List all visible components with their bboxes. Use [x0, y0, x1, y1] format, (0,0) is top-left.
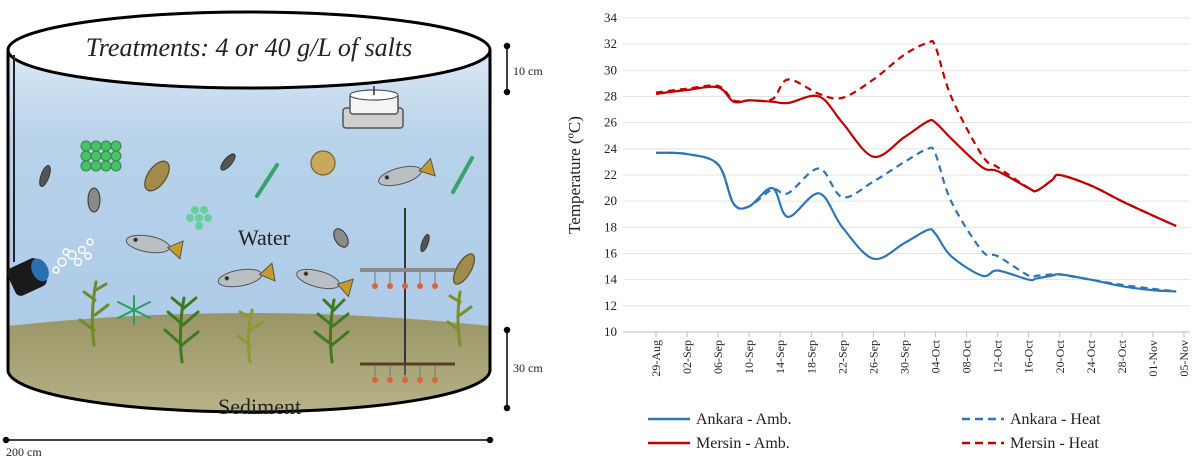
- x-tick-label: 29-Aug: [649, 340, 663, 377]
- x-tick-label: 18-Sep: [804, 340, 818, 374]
- legend-label: Mersin - Heat: [1010, 435, 1099, 452]
- x-tick-label: 10-Sep: [742, 340, 756, 374]
- legend-label: Mersin - Amb.: [696, 435, 790, 452]
- diatom-round: [310, 150, 336, 176]
- algae-colony-green: [80, 140, 122, 172]
- dim-label-side: 30 cm: [513, 361, 543, 375]
- x-tick-label: 14-Sep: [773, 340, 787, 374]
- y-tick-label: 14: [604, 272, 618, 287]
- x-tick-label: 24-Oct: [1084, 339, 1098, 373]
- zooplankton: [39, 153, 430, 253]
- legend-label: Ankara - Amb.: [696, 411, 792, 428]
- fish-group: [125, 157, 436, 298]
- y-tick-label: 26: [604, 115, 618, 130]
- y-tick-label: 28: [604, 89, 617, 104]
- sediment-label: Sediment: [218, 394, 301, 419]
- dim-label-top: 10 cm: [513, 64, 543, 78]
- y-tick-label: 30: [604, 62, 617, 77]
- x-tick-label: 04-Oct: [929, 339, 943, 373]
- y-tick-label: 32: [604, 36, 617, 51]
- dim-marker-bottom: [2, 436, 494, 444]
- x-tick-label: 12-Oct: [991, 339, 1005, 373]
- x-tick-label: 22-Sep: [835, 340, 849, 374]
- diatom-sediment: [452, 253, 476, 285]
- x-tick-label: 06-Sep: [711, 340, 725, 374]
- temperature-chart: 10 12 14 16 18 20 22 24 26 28 30 32 34 29-Aug 02-Sep 0…: [565, 10, 1191, 452]
- x-tick-label: 26-Sep: [866, 340, 880, 374]
- series-line-ankara-amb: [655, 151, 1177, 293]
- x-tick-label: 08-Oct: [960, 339, 974, 373]
- diatom-brown: [144, 160, 170, 192]
- filamentous-algae: [255, 156, 474, 198]
- sensor-device: [342, 86, 404, 129]
- x-tick-label: 20-Oct: [1053, 339, 1067, 373]
- series-lines: [655, 39, 1177, 293]
- x-tick-label: 02-Sep: [680, 340, 694, 374]
- x-tick-label: 30-Sep: [897, 340, 911, 374]
- water-label: Water: [238, 225, 291, 250]
- series-line-mersin-heat: [655, 39, 1177, 228]
- gridlines: [623, 17, 1190, 307]
- tank-bottom: [6, 369, 492, 414]
- y-tick-label: 16: [604, 246, 618, 261]
- macrophytes: [78, 280, 473, 364]
- water-pump: [7, 258, 49, 296]
- y-tick-labels: 10 12 14 16 18 20 22 24 26 28 30 32 34: [604, 10, 618, 339]
- x-tick-label: 28-Oct: [1115, 339, 1129, 373]
- dim-label-bottom: 200 cm: [6, 445, 42, 459]
- algae-colony-round: [186, 206, 212, 230]
- y-tick-label: 20: [604, 193, 617, 208]
- series-line-ankara-heat: [655, 146, 1177, 293]
- y-axis-label: Temperature (ºC): [565, 116, 584, 234]
- treatment-title: Treatments: 4 or 40 g/L of salts: [86, 33, 413, 62]
- y-tick-label: 10: [604, 324, 617, 339]
- mesocosm-diagram: Treatments: 4 or 40 g/L of salts: [2, 10, 543, 459]
- x-tick-label: 05-Nov: [1177, 340, 1191, 377]
- legend: Ankara - Amb. Ankara - Heat Mersin - Amb. M…: [648, 411, 1101, 452]
- y-tick-label: 18: [604, 219, 617, 234]
- dim-marker-top: [503, 42, 511, 96]
- air-bubbles: [52, 238, 94, 274]
- y-tick-label: 34: [604, 10, 618, 25]
- legend-label: Ankara - Heat: [1010, 411, 1101, 428]
- y-tick-label: 12: [604, 298, 617, 313]
- x-tick-label: 01-Nov: [1146, 340, 1160, 377]
- dim-marker-side: [503, 326, 511, 412]
- y-tick-label: 24: [604, 141, 618, 156]
- x-tick-labels: 29-Aug 02-Sep 06-Sep 10-Sep 14-Sep 18-Sep 22-S…: [649, 332, 1191, 377]
- sampler-rig: [360, 208, 455, 383]
- y-tick-label: 22: [604, 167, 617, 182]
- x-tick-label: 16-Oct: [1022, 339, 1036, 373]
